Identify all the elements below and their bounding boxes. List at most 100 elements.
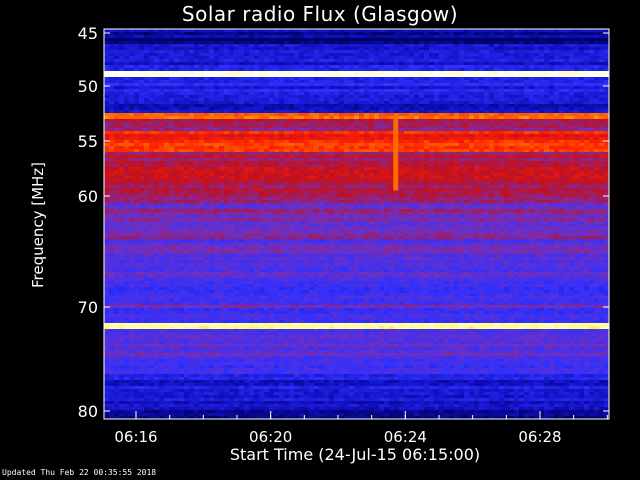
spectrogram-cell [274, 107, 279, 110]
spectrogram-cell [154, 77, 159, 80]
spectrogram-cell [584, 47, 589, 50]
spectrogram-cell [254, 89, 259, 92]
spectrogram-cell [114, 110, 119, 113]
spectrogram-cell [229, 53, 234, 56]
spectrogram-cell [199, 92, 204, 95]
spectrogram-cell [504, 104, 509, 107]
spectrogram-cell [439, 41, 444, 44]
spectrogram-cell [349, 56, 354, 59]
spectrogram-cell [154, 80, 159, 83]
spectrogram-cell [564, 74, 569, 77]
spectrogram-cell [434, 44, 439, 47]
spectrogram-cell [114, 104, 119, 107]
spectrogram-cell [299, 101, 304, 104]
spectrogram-cell [239, 74, 244, 77]
spectrogram-cell [234, 44, 239, 47]
spectrogram-cell [254, 104, 259, 107]
spectrogram-cell [304, 104, 309, 107]
spectrogram-cell [214, 32, 219, 35]
spectrogram-cell [449, 47, 454, 50]
spectrogram-cell [134, 50, 139, 53]
spectrogram-cell [109, 92, 114, 95]
spectrogram-cell [139, 41, 144, 44]
spectrogram-cell [224, 92, 229, 95]
spectrogram-cell [474, 83, 479, 86]
spectrogram-cell [274, 50, 279, 53]
spectrogram-cell [439, 47, 444, 50]
spectrogram-cell [259, 47, 264, 50]
spectrogram-cell [269, 56, 274, 59]
spectrogram-cell [219, 92, 224, 95]
spectrogram-cell [314, 47, 319, 50]
spectrogram-cell [544, 71, 549, 74]
spectrogram-cell [414, 38, 419, 41]
spectrogram-cell [489, 65, 494, 68]
spectrogram-cell [404, 35, 409, 38]
spectrogram-cell [244, 59, 249, 62]
spectrogram-cell [389, 71, 394, 74]
spectrogram-cell [394, 44, 399, 47]
spectrogram-cell [474, 92, 479, 95]
spectrogram-cell [254, 56, 259, 59]
spectrogram-cell [469, 77, 474, 80]
spectrogram-cell [279, 56, 284, 59]
spectrogram-cell [374, 47, 379, 50]
spectrogram-cell [469, 47, 474, 50]
spectrogram-cell [424, 107, 429, 110]
spectrogram-cell [424, 98, 429, 101]
spectrogram-cell [569, 104, 574, 107]
spectrogram-cell [104, 95, 109, 98]
spectrogram-cell [284, 89, 289, 92]
spectrogram-cell [499, 101, 504, 104]
spectrogram-cell [539, 71, 544, 74]
spectrogram-cell [104, 50, 109, 53]
spectrogram-cell [454, 50, 459, 53]
spectrogram-cell [439, 68, 444, 71]
spectrogram-cell [259, 110, 264, 113]
spectrogram-cell [519, 86, 524, 89]
spectrogram-cell [229, 104, 234, 107]
spectrogram-cell [289, 44, 294, 47]
spectrogram-cell [424, 86, 429, 89]
spectrogram-cell [269, 89, 274, 92]
spectrogram-cell [379, 65, 384, 68]
spectrogram-cell [294, 32, 299, 35]
spectrogram-cell [124, 83, 129, 86]
spectrogram-cell [249, 83, 254, 86]
spectrogram-cell [419, 101, 424, 104]
spectrogram-cell [234, 38, 239, 41]
spectrogram-cell [434, 95, 439, 98]
spectrogram-cell [289, 47, 294, 50]
spectrogram-cell [114, 71, 119, 74]
spectrogram-cell [414, 80, 419, 83]
spectrogram-cell [534, 86, 539, 89]
spectrogram-cell [144, 86, 149, 89]
spectrogram-cell [509, 47, 514, 50]
spectrogram-cell [269, 77, 274, 80]
spectrogram-cell [264, 83, 269, 86]
spectrogram-cell [549, 80, 554, 83]
spectrogram-cell [379, 44, 384, 47]
spectrogram-cell [119, 107, 124, 110]
spectrogram-cell [564, 104, 569, 107]
spectrogram-cell [254, 95, 259, 98]
spectrogram-cell [544, 68, 549, 71]
spectrogram-cell [359, 44, 364, 47]
spectrogram-cell [599, 35, 604, 38]
spectrogram-cell [519, 98, 524, 101]
spectrogram-cell [399, 104, 404, 107]
spectrogram-cell [124, 47, 129, 50]
spectrogram-cell [154, 53, 159, 56]
spectrogram-cell [389, 95, 394, 98]
spectrogram-cell [439, 86, 444, 89]
spectrogram-cell [244, 74, 249, 77]
spectrogram-cell [354, 83, 359, 86]
spectrogram-cell [384, 68, 389, 71]
spectrogram-cell [164, 59, 169, 62]
spectrogram-cell [454, 32, 459, 35]
spectrogram-cell [204, 47, 209, 50]
spectrogram-cell [514, 56, 519, 59]
spectrogram-cell [159, 59, 164, 62]
spectrogram-cell [534, 41, 539, 44]
spectrogram-cell [344, 80, 349, 83]
